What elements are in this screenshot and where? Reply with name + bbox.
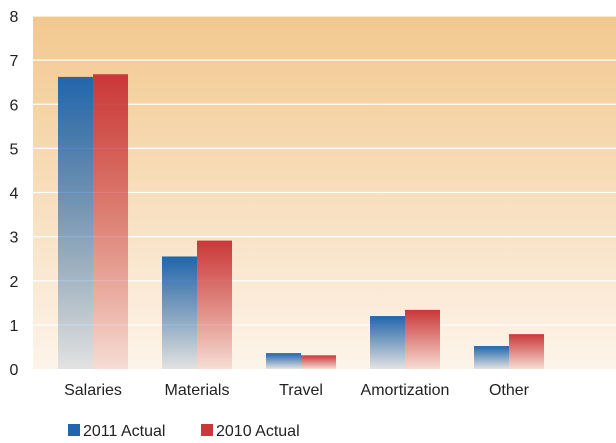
bar-travel-series-2	[301, 355, 336, 369]
y-tick-label: 7	[10, 53, 19, 70]
legend-swatch	[201, 424, 213, 436]
category-label: Salaries	[64, 382, 122, 399]
y-tick-label: 6	[10, 97, 19, 114]
bar-amortization-series-1	[370, 316, 405, 369]
bar-travel-series-1	[266, 353, 301, 369]
category-label: Amortization	[361, 382, 450, 399]
category-label: Materials	[165, 382, 230, 399]
y-tick-label: 2	[10, 274, 19, 291]
y-tick-label: 1	[10, 318, 19, 335]
bar-materials-series-1	[162, 256, 197, 369]
bar-salaries-series-1	[58, 76, 93, 369]
y-tick-label: 5	[10, 141, 19, 158]
legend-swatch	[68, 424, 80, 436]
bar-amortization-series-2	[405, 309, 440, 369]
y-tick-label: 8	[10, 9, 19, 26]
y-tick-label: 4	[10, 186, 19, 203]
bar-salaries-series-2	[93, 74, 128, 370]
category-label: Travel	[279, 382, 323, 399]
bar-other-series-1	[474, 346, 509, 369]
bar-other-series-2	[509, 334, 544, 369]
y-tick-label: 0	[10, 362, 19, 379]
bar-materials-series-2	[197, 240, 232, 369]
y-tick-label: 3	[10, 230, 19, 247]
legend-label: 2011 Actual	[83, 423, 165, 438]
legend-label: 2010 Actual	[216, 423, 300, 438]
category-label: Other	[489, 382, 530, 399]
